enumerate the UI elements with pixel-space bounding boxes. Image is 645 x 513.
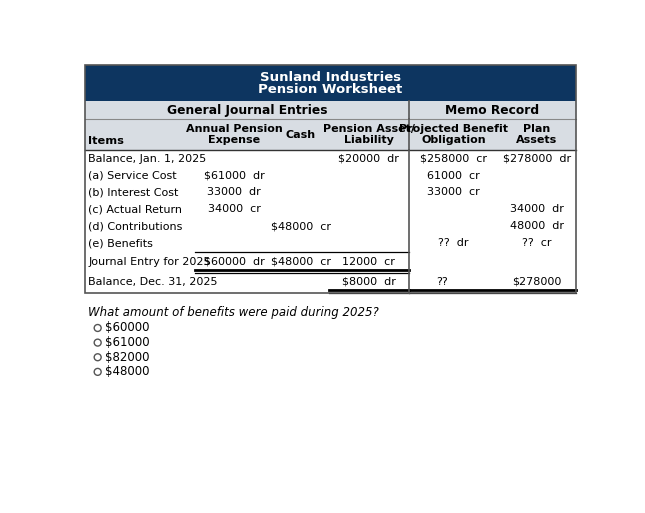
Text: $60000: $60000 (105, 322, 150, 334)
Text: Balance, Dec. 31, 2025: Balance, Dec. 31, 2025 (88, 277, 218, 287)
Text: $60000  dr: $60000 dr (204, 257, 264, 267)
Text: Assets: Assets (516, 135, 557, 145)
Text: $20000  dr: $20000 dr (339, 153, 399, 164)
Text: Cash: Cash (286, 130, 316, 140)
Text: Memo Record: Memo Record (446, 104, 540, 116)
Text: Obligation: Obligation (421, 135, 486, 145)
Text: Pension Worksheet: Pension Worksheet (259, 83, 402, 95)
Text: ??  cr: ?? cr (522, 238, 551, 248)
Bar (85, 101, 576, 120)
Text: General Journal Entries: General Journal Entries (167, 104, 328, 116)
Text: $48000: $48000 (105, 365, 150, 379)
Text: ??: ?? (436, 277, 448, 287)
Text: $48000  cr: $48000 cr (271, 221, 331, 231)
Text: 34000  dr: 34000 dr (510, 204, 564, 214)
Text: (a) Service Cost: (a) Service Cost (88, 170, 177, 181)
Bar (85, 120, 576, 150)
Text: What amount of benefits were paid during 2025?: What amount of benefits were paid during… (88, 306, 379, 320)
Bar (85, 66, 576, 101)
Text: Annual Pension: Annual Pension (186, 125, 283, 134)
Bar (85, 66, 576, 292)
Text: 33000  cr: 33000 cr (427, 187, 480, 198)
Text: 33000  dr: 33000 dr (207, 187, 261, 198)
Text: (b) Interest Cost: (b) Interest Cost (88, 187, 179, 198)
Text: $61000: $61000 (105, 336, 150, 349)
Text: $278000  dr: $278000 dr (502, 153, 571, 164)
Text: $258000  cr: $258000 cr (420, 153, 487, 164)
Text: (c) Actual Return: (c) Actual Return (88, 204, 183, 214)
Text: Expense: Expense (208, 135, 260, 145)
Text: 12000  cr: 12000 cr (342, 257, 395, 267)
Text: (e) Benefits: (e) Benefits (88, 238, 154, 248)
Text: 61000  cr: 61000 cr (427, 170, 480, 181)
Text: Journal Entry for 2025: Journal Entry for 2025 (88, 257, 211, 267)
Text: $61000  dr: $61000 dr (204, 170, 264, 181)
Text: $82000: $82000 (105, 351, 150, 364)
Text: $8000  dr: $8000 dr (342, 277, 396, 287)
Text: Items: Items (88, 136, 124, 147)
Text: 48000  dr: 48000 dr (510, 221, 564, 231)
Text: 34000  cr: 34000 cr (208, 204, 261, 214)
Text: Sunland Industries: Sunland Industries (260, 71, 401, 84)
Text: ??  dr: ?? dr (438, 238, 469, 248)
Text: Liability: Liability (344, 135, 394, 145)
Text: (d) Contributions: (d) Contributions (88, 221, 183, 231)
Text: $48000  cr: $48000 cr (271, 257, 331, 267)
Text: Plan: Plan (523, 125, 550, 134)
Text: Balance, Jan. 1, 2025: Balance, Jan. 1, 2025 (88, 153, 206, 164)
Text: Pension Asset/: Pension Asset/ (323, 125, 415, 134)
Text: Projected Benefit: Projected Benefit (399, 125, 508, 134)
Text: $278000: $278000 (512, 277, 561, 287)
